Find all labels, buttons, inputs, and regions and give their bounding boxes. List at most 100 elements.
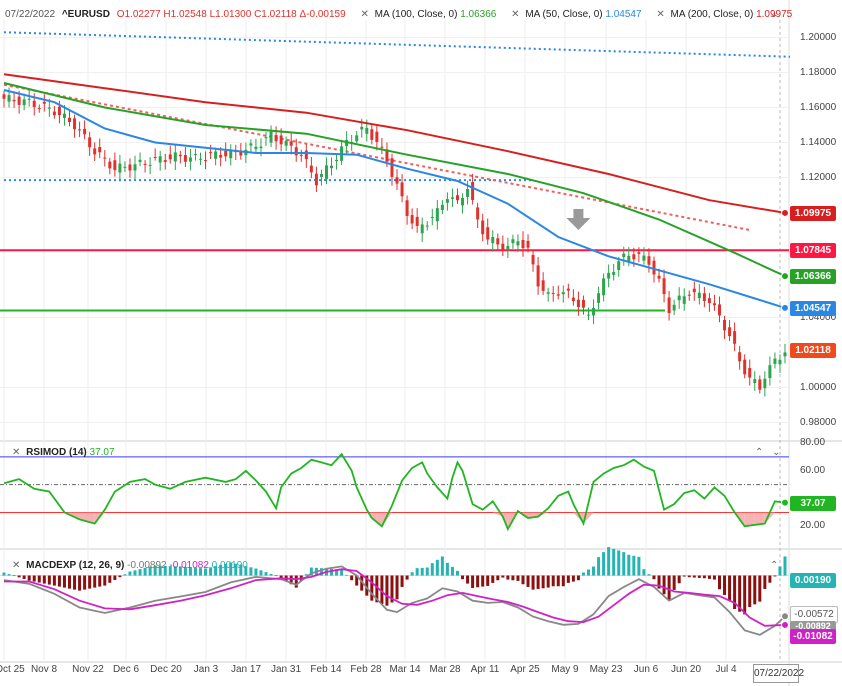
macd-histogram-bar (370, 575, 374, 601)
candle-body (294, 147, 298, 156)
candle-body (309, 165, 313, 173)
header-open: O1.02277 (116, 9, 161, 20)
candle-body (753, 379, 757, 383)
candle-body (118, 163, 122, 173)
macd-histogram-bar (118, 575, 122, 578)
macd-header: ✕ MACDEXP (12, 26, 9) -0.00892 -0.01082 … (12, 560, 248, 571)
candle-body (133, 164, 137, 171)
x-tick-label: Apr 25 (510, 664, 540, 675)
remove-macd-icon[interactable]: ✕ (12, 560, 21, 571)
candle-body (83, 128, 87, 135)
candle-body (541, 280, 545, 291)
macd-histogram-bar (330, 568, 334, 576)
price-panel-collapse-icon[interactable]: ⌄ (770, 9, 779, 20)
x-tick-label: Nov 22 (72, 664, 104, 675)
macd-histogram-bar (586, 569, 590, 576)
header-change: Δ-0.00159 (299, 9, 346, 20)
x-tick-label: Mar 28 (429, 664, 461, 675)
price-label-badge: 1.02118 (790, 343, 836, 359)
y-tick-label: 1.14000 (800, 136, 837, 148)
macd-histogram-bar (450, 566, 454, 576)
ma200-line (3, 73, 786, 214)
rsi-move-down-icon[interactable]: ⌄ (772, 447, 781, 458)
macd-histogram-bar (27, 575, 31, 581)
ma100-value: 1.06366 (460, 9, 497, 20)
macd-histogram-bar (516, 575, 520, 581)
rsi-oversold-fill (94, 512, 105, 524)
candle-body (173, 152, 177, 162)
x-tick-label: Dec 6 (112, 664, 140, 675)
candle-body (536, 265, 540, 287)
candle-body (586, 314, 590, 316)
candle-body (103, 157, 107, 159)
rsi-move-up-icon[interactable]: ⌃ (755, 447, 764, 458)
macd-histogram-bar (723, 575, 727, 595)
macd-panel-up-icon[interactable]: ⌃ (770, 560, 779, 571)
rsi-y-tick-label: 20.00 (800, 520, 826, 532)
macd-histogram-bar (581, 572, 585, 576)
macd-histogram-bar (783, 556, 787, 576)
remove-ma200-icon[interactable]: ✕ (656, 9, 665, 20)
candle-body (657, 275, 661, 279)
macd-histogram-bar (42, 575, 46, 584)
macd-histogram-bar (521, 575, 525, 585)
macd-histogram-bar (12, 575, 16, 577)
rsi-value-badge: 37.07 (790, 495, 836, 511)
macd-histogram-bar (279, 575, 283, 578)
y-tick-label: 1.12000 (800, 171, 837, 183)
candle-body (652, 260, 656, 275)
candle-body (47, 107, 51, 109)
candle-body (229, 149, 233, 159)
candle-body (461, 198, 465, 206)
candle-body (299, 154, 303, 156)
candle-body (143, 163, 147, 165)
macd-histogram-bar (430, 563, 434, 576)
price-label-badge: 1.09975 (790, 205, 836, 221)
x-tick-label: Feb 28 (350, 664, 382, 675)
ma200-value: 1.09975 (756, 9, 793, 20)
rsi-panel-controls[interactable]: ⌃ ⌄ (755, 447, 781, 458)
candle-body (556, 294, 560, 296)
macd-histogram-bar (556, 575, 560, 587)
candle-body (360, 126, 364, 130)
macd-histogram-bar (717, 575, 721, 590)
candle-body (511, 239, 515, 244)
macd-histogram-bar (148, 566, 152, 576)
candle-body (712, 303, 716, 306)
macd-histogram-bar (627, 554, 631, 576)
candle-body (410, 215, 414, 224)
candle-body (677, 295, 681, 301)
macd-histogram-bar (748, 575, 752, 608)
macd-histogram-bar (486, 575, 490, 586)
macd-histogram-bar (652, 575, 656, 580)
macd-histogram-bar (501, 575, 505, 578)
ma100-line (3, 82, 786, 278)
candle-body (355, 135, 359, 142)
candle-body (128, 164, 132, 171)
macd-histogram-bar (773, 575, 777, 577)
remove-ma50-icon[interactable]: ✕ (511, 9, 520, 20)
candle-body (57, 106, 61, 116)
x-tick-label: Feb 14 (310, 664, 342, 675)
macd-histogram-bar (355, 575, 359, 586)
candle-body (551, 292, 555, 294)
candle-body (264, 137, 268, 139)
macd-signal-value: -0.01082 (169, 560, 209, 571)
macd-histogram-bar (667, 575, 671, 600)
candle-body (602, 278, 606, 296)
candle-body (440, 204, 444, 210)
macd-histogram-bar (612, 548, 616, 576)
candle-body (597, 293, 601, 303)
x-tick-label: Jan 31 (270, 664, 302, 675)
macd-histogram-bar (193, 567, 197, 576)
macd-histogram-bar (712, 575, 716, 580)
candle-body (415, 216, 419, 226)
y-tick-label: 0.98000 (800, 416, 837, 428)
macd-label: MACDEXP (12, 26, 9) (26, 560, 125, 571)
candle-body (27, 98, 31, 100)
candle-body (581, 299, 585, 308)
macd-histogram-bar (229, 562, 233, 576)
remove-rsi-icon[interactable]: ✕ (12, 447, 21, 458)
remove-ma100-icon[interactable]: ✕ (360, 9, 369, 20)
